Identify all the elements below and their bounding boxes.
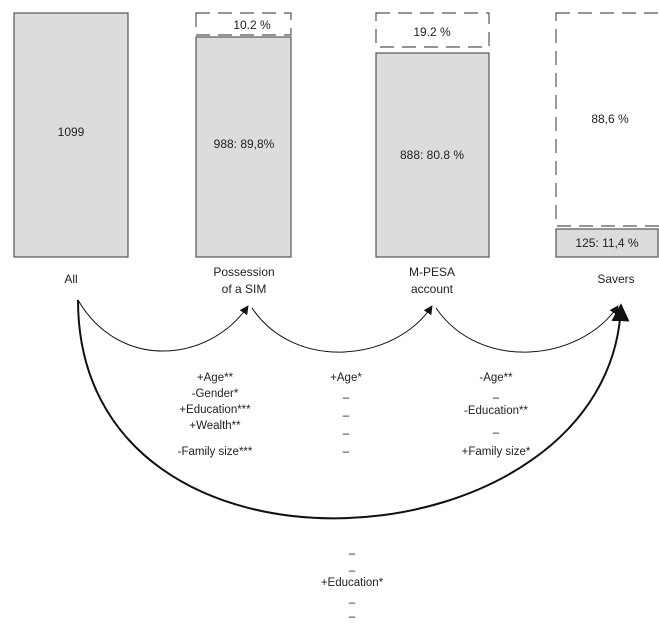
stage-excluded-box-savers [555,12,659,227]
stage-value-savers: 125: 11,4 % [575,236,638,250]
arrow-all-to-savers [77,299,630,520]
stage-excluded-sim: 10.2 % [233,18,271,32]
effect-item: -Education** [464,405,528,417]
stage-label-sim-line2: of a SIM [222,282,267,296]
stage-box-savers [555,228,659,258]
stage-value-mpesa: 888: 80.8 % [400,148,464,162]
stage-label-all: All [64,272,77,286]
effect-item: – [349,597,356,609]
stage-label-mpesa-line2: account [411,282,454,296]
stage-box-sim [195,36,292,258]
effect-item: – [349,548,356,560]
effect-item: -Family size*** [178,446,253,458]
effect-item: +Education* [321,577,384,589]
stage-box-mpesa [375,52,490,258]
effect-item: +Age** [197,372,234,384]
stage-box-all [13,12,129,258]
effect-item: – [343,428,350,440]
effects-sim-to-mpesa: +Age* – – – – [330,372,362,458]
stage-excluded-mpesa: 19.2 % [413,25,451,39]
arrow-sim-to-mpesa [251,305,433,353]
effects-all-to-sim: +Age** -Gender* +Education*** +Wealth** … [178,372,253,458]
effect-item: +Wealth** [189,420,241,432]
effect-item: +Family size* [462,446,531,458]
stage-label-mpesa-line1: M-PESA [409,265,455,279]
arrow-mpesa-to-savers [435,305,619,353]
effect-item: – [349,565,356,577]
effect-item: +Education*** [179,404,251,416]
stage-value-all: 1099 [58,125,85,139]
effect-item: – [349,611,356,623]
effect-item: – [343,446,350,458]
stage-excluded-box-mpesa [375,12,490,48]
stage-value-sim: 988: 89,8% [214,137,275,151]
stage-excluded-savers: 88,6 % [591,112,629,126]
effect-item: – [343,392,350,404]
stage-label-savers: Savers [597,272,634,286]
stage-excluded-box-sim [195,12,292,36]
effect-item: +Age* [330,372,362,384]
effect-item: – [493,392,500,404]
arrow-all-to-sim [77,299,249,352]
effects-mpesa-to-savers: -Age** – -Education** – +Family size* [462,372,531,458]
effect-item: – [343,410,350,422]
effect-item: – [493,427,500,439]
effects-all-to-savers: – – +Education* – – [321,548,384,623]
effect-item: -Gender* [192,388,239,400]
effect-item: -Age** [479,372,513,384]
stage-label-sim-line1: Possession [213,265,274,279]
